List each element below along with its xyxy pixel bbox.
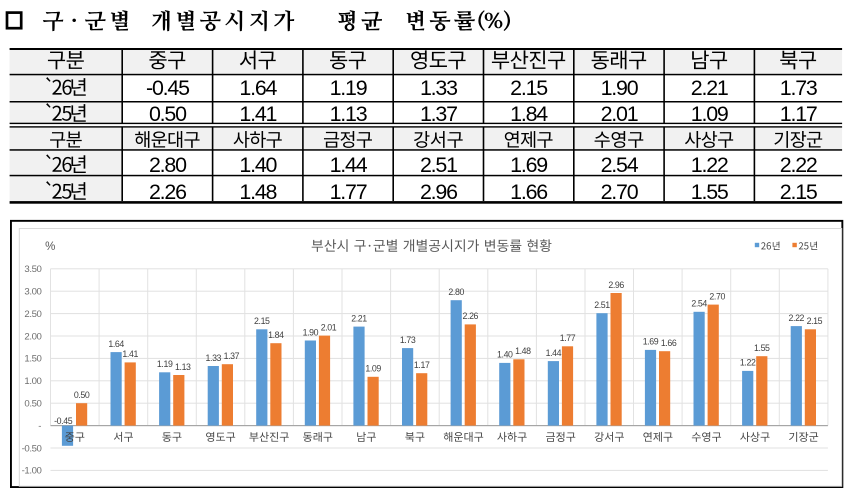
svg-text:1.84: 1.84 xyxy=(268,330,284,340)
svg-text:1.66: 1.66 xyxy=(510,180,547,204)
svg-text:1.09: 1.09 xyxy=(365,364,381,374)
svg-text:1.44: 1.44 xyxy=(330,153,368,177)
svg-text:2.80: 2.80 xyxy=(448,287,464,297)
svg-text:-0.45: -0.45 xyxy=(54,416,73,426)
svg-text:2.54: 2.54 xyxy=(691,299,707,309)
svg-text:1.00: 1.00 xyxy=(24,376,41,387)
svg-text:1.37: 1.37 xyxy=(224,351,240,361)
svg-text:2.22: 2.22 xyxy=(780,153,817,177)
svg-text:1.19: 1.19 xyxy=(157,359,173,369)
svg-text:%: % xyxy=(45,241,55,253)
svg-text:2.21: 2.21 xyxy=(351,313,367,323)
svg-text:1.50: 1.50 xyxy=(24,354,41,365)
svg-text:1.90: 1.90 xyxy=(303,327,319,337)
svg-text:1.64: 1.64 xyxy=(108,339,124,349)
svg-text:1.44: 1.44 xyxy=(546,348,562,358)
svg-text:2.80: 2.80 xyxy=(149,153,187,177)
svg-text:2.15: 2.15 xyxy=(780,180,817,204)
svg-text:2.50: 2.50 xyxy=(24,309,41,320)
svg-text:1.69: 1.69 xyxy=(510,153,547,177)
svg-text:1.55: 1.55 xyxy=(754,343,770,353)
svg-text:1.69: 1.69 xyxy=(643,337,659,347)
svg-text:-: - xyxy=(38,421,41,432)
svg-text:-0.50: -0.50 xyxy=(22,443,42,454)
svg-text:3.00: 3.00 xyxy=(24,287,41,298)
svg-text:1.90: 1.90 xyxy=(601,76,639,100)
svg-text:2.15: 2.15 xyxy=(510,76,547,100)
svg-text:1.17: 1.17 xyxy=(780,102,817,126)
svg-text:1.13: 1.13 xyxy=(330,102,367,126)
svg-text:2.15: 2.15 xyxy=(807,316,823,326)
svg-text:1.77: 1.77 xyxy=(560,333,576,343)
svg-text:0.50: 0.50 xyxy=(24,399,41,410)
svg-text:1.77: 1.77 xyxy=(330,180,367,204)
svg-text:1.09: 1.09 xyxy=(691,102,728,126)
svg-text:-0.45: -0.45 xyxy=(146,76,189,100)
svg-text:2.22: 2.22 xyxy=(789,313,805,323)
svg-text:1.40: 1.40 xyxy=(497,350,513,360)
svg-text:1.33: 1.33 xyxy=(420,76,457,100)
svg-text:1.73: 1.73 xyxy=(780,76,817,100)
svg-text:1.33: 1.33 xyxy=(206,353,222,363)
svg-text:-1.00: -1.00 xyxy=(22,466,42,477)
svg-text:1.66: 1.66 xyxy=(661,338,677,348)
svg-text:2.70: 2.70 xyxy=(709,291,725,301)
svg-text:1.22: 1.22 xyxy=(740,358,756,368)
svg-text:1.55: 1.55 xyxy=(691,180,728,204)
svg-text:2.70: 2.70 xyxy=(601,180,639,204)
svg-text:1.48: 1.48 xyxy=(515,346,531,356)
svg-text:2.21: 2.21 xyxy=(691,76,728,100)
svg-text:0.50: 0.50 xyxy=(74,390,90,400)
svg-text:1.22: 1.22 xyxy=(691,153,728,177)
svg-text:2.15: 2.15 xyxy=(254,316,270,326)
svg-text:1.41: 1.41 xyxy=(239,102,276,126)
svg-text:2.96: 2.96 xyxy=(420,180,457,204)
svg-text:2.01: 2.01 xyxy=(601,102,638,126)
svg-text:1.17: 1.17 xyxy=(414,360,430,370)
svg-text:1.40: 1.40 xyxy=(239,153,277,177)
svg-text:3.50: 3.50 xyxy=(24,264,41,275)
svg-text:1.41: 1.41 xyxy=(122,349,138,359)
svg-text:1.73: 1.73 xyxy=(400,335,416,345)
svg-text:2.51: 2.51 xyxy=(420,153,457,177)
svg-text:2.26: 2.26 xyxy=(149,180,186,204)
svg-text:2.51: 2.51 xyxy=(594,300,610,310)
svg-text:1.13: 1.13 xyxy=(175,362,191,372)
svg-text:0.50: 0.50 xyxy=(149,102,187,126)
svg-text:2.54: 2.54 xyxy=(601,153,639,177)
svg-text:1.84: 1.84 xyxy=(510,102,548,126)
svg-text:2.26: 2.26 xyxy=(463,311,479,321)
svg-text:1.48: 1.48 xyxy=(239,180,276,204)
svg-text:1.37: 1.37 xyxy=(420,102,457,126)
svg-text:1.19: 1.19 xyxy=(330,76,367,100)
svg-text:2.00: 2.00 xyxy=(24,331,41,342)
svg-text:2.01: 2.01 xyxy=(321,322,337,332)
svg-text:1.64: 1.64 xyxy=(239,76,277,100)
svg-text:2.96: 2.96 xyxy=(608,280,624,290)
